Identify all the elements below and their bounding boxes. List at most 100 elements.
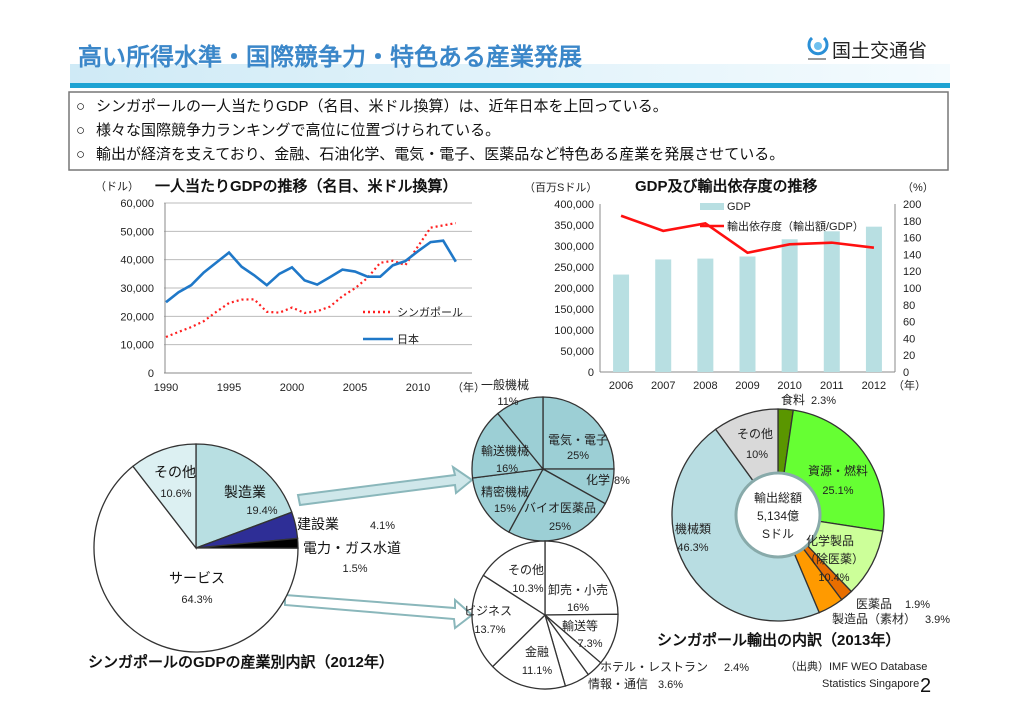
slice-label: 製造品（素材） [832, 612, 916, 626]
logo-text: 国土交通省 [832, 40, 927, 62]
gdp-bar [739, 256, 756, 372]
source-line-1: （出典）IMF WEO Database [785, 659, 927, 673]
bullet-text: 様々な国際競争力ランキングで高位に位置づけられている。 [96, 121, 500, 139]
y2-tick-label: 160 [903, 233, 921, 245]
pie-slice [471, 468, 545, 533]
pie-slice [93, 465, 299, 653]
donut-center [734, 471, 822, 559]
source-line-2: Statistics Singapore [822, 678, 919, 690]
slice-label: 医薬品 [856, 597, 892, 611]
x-tick-label: 2005 [343, 382, 367, 394]
x-tick-label: 1995 [217, 382, 241, 394]
y-tick-label: 0 [148, 368, 154, 380]
y-axis-unit: （ドル） [95, 180, 139, 193]
slice-label: 輸送機械 [481, 443, 529, 458]
bullet-mark: ○ [76, 146, 85, 163]
slice-label: 卸売・小売 [548, 582, 608, 597]
slice-label: 7.3% [577, 638, 602, 650]
slice-label: Sドル [762, 527, 794, 541]
slice-label: 建設業 [297, 516, 339, 532]
y2-tick-label: 80 [903, 300, 915, 312]
gdp-bar [865, 226, 882, 372]
slice-label: その他 [737, 427, 773, 441]
slice-label: 16% [567, 602, 589, 614]
y-tick-label: 10,000 [120, 340, 154, 352]
y2-tick-label: 180 [903, 216, 921, 228]
legend-swatch-gdp [700, 203, 724, 210]
y2-tick-label: 20 [903, 350, 915, 362]
gdp-bar [823, 231, 840, 372]
y-tick-label: 350,000 [554, 220, 594, 232]
bullet-list: ○ シンガポールの一人当たりGDP（名目、米ドル換算）は、近年日本を上回っている。… [76, 97, 784, 163]
x-tick-label: 2006 [609, 380, 633, 392]
slice-label: 1.9% [905, 599, 930, 611]
y2-tick-label: 60 [903, 317, 915, 329]
series-line-singapore [165, 222, 456, 339]
gdp-bar [655, 259, 672, 372]
legend-label: 輸出依存度（輸出額/GDP） [727, 219, 864, 233]
gdp-bar [697, 258, 714, 372]
y2-tick-label: 40 [903, 333, 915, 345]
slice-label: サービス [169, 570, 225, 586]
slice-label: 10.6% [160, 488, 191, 500]
slice-label: 金融 [525, 644, 549, 659]
legend-label: 日本 [397, 332, 419, 346]
y-tick-label: 60,000 [120, 198, 154, 210]
pie-slice [195, 443, 293, 549]
slice-label: 食料 [781, 392, 805, 407]
pie-slice [544, 540, 619, 616]
export-donut-title: シンガポール輸出の内訳（2013年） [657, 631, 900, 649]
export-dependency-line [620, 214, 875, 255]
y-tick-label: 50,000 [560, 346, 594, 358]
slice-label: 電力・ガス水道 [303, 540, 401, 556]
slice-label: 一般機械 [481, 377, 529, 392]
x-tick-label: 2000 [280, 382, 304, 394]
pie-slice [507, 468, 607, 542]
y2-tick-label: 100 [903, 283, 921, 295]
slice-label: 15% [494, 503, 516, 515]
slice-label: 3.9% [925, 614, 950, 626]
page-number: 2 [920, 675, 931, 697]
slice-label: 輸出総額 [754, 490, 802, 505]
slice-label: その他 [154, 464, 196, 480]
y-tick-label: 20,000 [120, 311, 154, 323]
gdp-bar [613, 274, 630, 372]
page-title: 高い所得水準・国際競争力・特色ある産業発展 [78, 43, 582, 71]
mlit-logo: 国土交通省 [807, 36, 927, 62]
manufacturing-pie: 電気・電子 25% 化学 8% バイオ医薬品 25% 精密機械 15% 輸送機械 16% 一般機械 1… [471, 377, 630, 542]
x-tick-label: 2010 [777, 380, 801, 392]
bullet-mark: ○ [76, 98, 85, 115]
slice-label: 2.4% [724, 662, 749, 674]
chart-title: 一人当たりGDPの推移（名目、米ドル換算） [155, 177, 458, 195]
slice-label: 8% [614, 475, 630, 487]
slice-label: ホテル・レストラン [600, 660, 708, 674]
logo-icon [807, 36, 829, 60]
slice-label: （除医薬） [804, 551, 864, 566]
slice-label: 化学製品 [806, 533, 854, 548]
x-tick-label: 2010 [406, 382, 430, 394]
x-tick-label: 2008 [693, 380, 717, 392]
pie-slice [496, 396, 544, 471]
slice-label: 13.7% [474, 624, 505, 636]
slice-label: ビジネス [464, 604, 512, 618]
y-tick-label: 40,000 [120, 255, 154, 267]
slice-label: 10% [746, 449, 768, 461]
slice-label: 10.3% [512, 583, 543, 595]
x-axis-unit: （年） [452, 380, 485, 394]
pie-slice [491, 613, 567, 690]
y-tick-label: 0 [588, 367, 594, 379]
slice-label: 化学 [586, 472, 610, 487]
y-tick-label: 300,000 [554, 241, 594, 253]
y-tick-label: 400,000 [554, 199, 594, 211]
bullet-text: 輸出が経済を支えており、金融、石油化学、電気・電子、医薬品など特色ある産業を発展… [96, 146, 784, 163]
y-tick-label: 200,000 [554, 283, 594, 295]
arrow-manufacturing [296, 464, 474, 507]
chart-title: GDP及び輸出依存度の推移 [635, 177, 818, 195]
legend-label: シンガポール [397, 306, 463, 319]
title-underline [70, 83, 950, 88]
y-tick-label: 150,000 [554, 304, 594, 316]
y2-tick-label: 0 [903, 367, 909, 379]
legend-label: GDP [727, 201, 751, 213]
x-tick-label: 2007 [651, 380, 675, 392]
